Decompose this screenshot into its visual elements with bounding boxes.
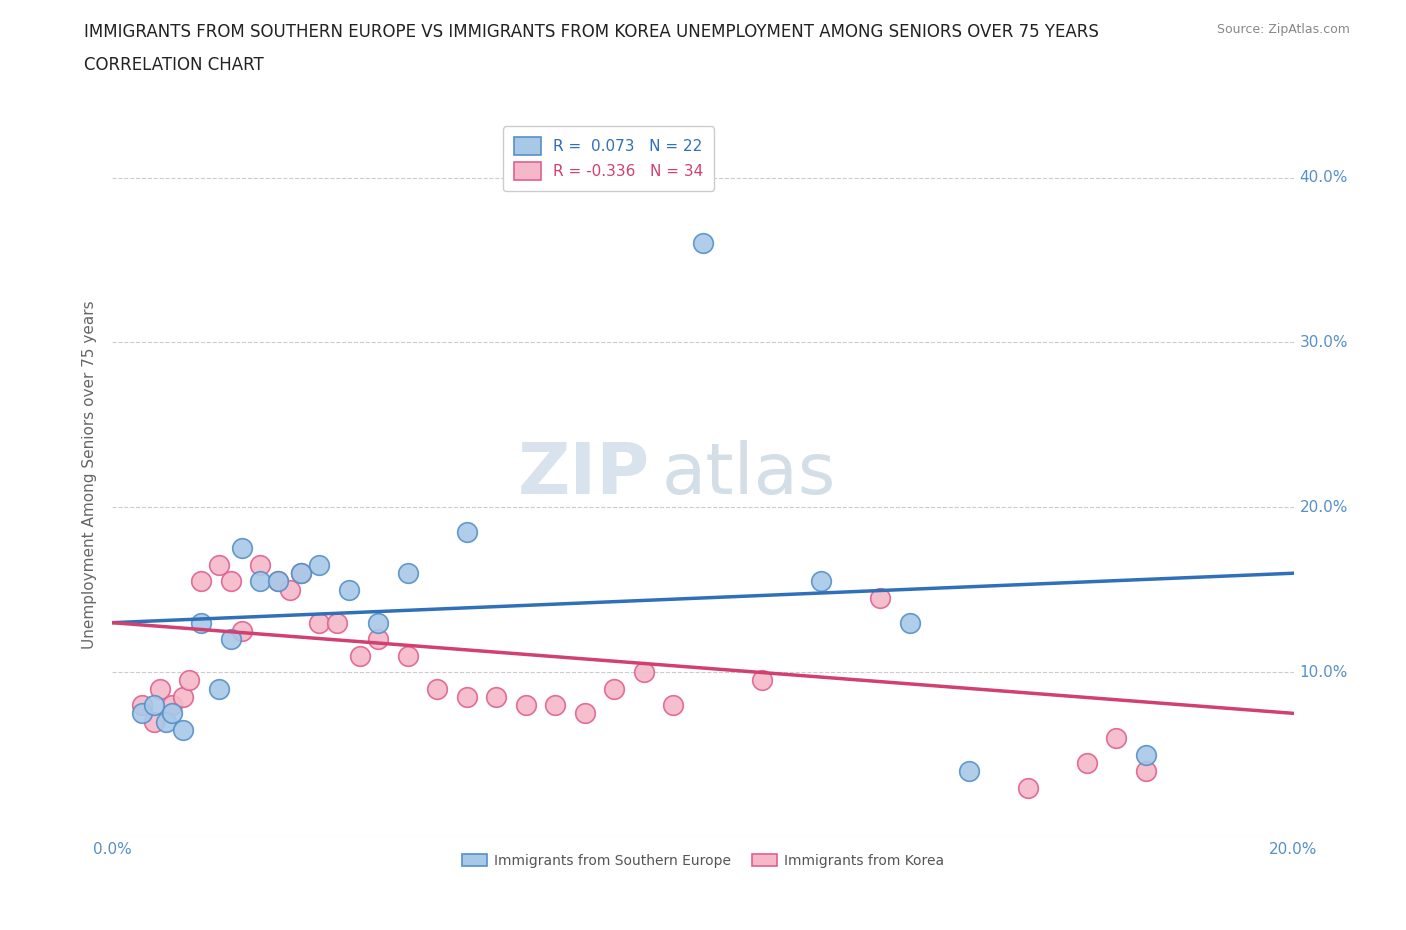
Y-axis label: Unemployment Among Seniors over 75 years: Unemployment Among Seniors over 75 years (82, 300, 97, 648)
Point (633, 665, 655, 680)
Point (898, 616, 921, 631)
Point (290, 565, 312, 580)
Point (190, 574, 212, 589)
Point (603, 681, 626, 696)
Point (810, 574, 832, 589)
Point (662, 698, 685, 712)
Point (396, 648, 419, 663)
Point (208, 557, 231, 572)
Point (267, 574, 290, 589)
Point (515, 698, 537, 712)
Point (396, 565, 419, 580)
Point (869, 591, 891, 605)
Point (172, 723, 194, 737)
Point (249, 557, 271, 572)
Point (160, 698, 183, 712)
Point (456, 525, 478, 539)
Point (957, 764, 980, 778)
Point (131, 698, 153, 712)
Point (219, 574, 242, 589)
Point (544, 698, 567, 712)
Point (142, 714, 165, 729)
Point (308, 616, 330, 631)
Point (172, 689, 194, 704)
Point (249, 574, 271, 589)
Point (751, 673, 773, 688)
Text: 20.0%: 20.0% (1299, 499, 1348, 515)
Point (349, 648, 371, 663)
Text: 30.0%: 30.0% (1299, 335, 1348, 350)
Point (131, 706, 153, 721)
Text: CORRELATION CHART: CORRELATION CHART (84, 56, 264, 73)
Text: atlas: atlas (662, 440, 837, 509)
Point (219, 631, 242, 646)
Text: Source: ZipAtlas.com: Source: ZipAtlas.com (1216, 23, 1350, 36)
Point (1135, 764, 1157, 778)
Point (149, 681, 172, 696)
Point (456, 689, 478, 704)
Text: 40.0%: 40.0% (1299, 170, 1348, 185)
Point (692, 236, 714, 251)
Text: 10.0%: 10.0% (1299, 665, 1348, 680)
Point (155, 714, 177, 729)
Point (308, 557, 330, 572)
Point (574, 706, 596, 721)
Text: ZIP: ZIP (517, 440, 650, 509)
Point (179, 673, 201, 688)
Point (1017, 780, 1039, 795)
Point (367, 631, 389, 646)
Point (426, 681, 449, 696)
Point (208, 681, 231, 696)
Point (190, 616, 212, 631)
Point (337, 582, 360, 597)
Point (142, 698, 165, 712)
Point (326, 616, 349, 631)
Point (485, 689, 508, 704)
Point (160, 706, 183, 721)
Point (267, 574, 290, 589)
Point (1076, 755, 1098, 770)
Text: IMMIGRANTS FROM SOUTHERN EUROPE VS IMMIGRANTS FROM KOREA UNEMPLOYMENT AMONG SENI: IMMIGRANTS FROM SOUTHERN EUROPE VS IMMIG… (84, 23, 1099, 41)
Point (1105, 731, 1128, 746)
Point (231, 541, 253, 556)
Point (290, 565, 312, 580)
Point (367, 616, 389, 631)
Point (231, 623, 253, 638)
Point (1135, 747, 1157, 762)
Point (278, 582, 301, 597)
Legend: Immigrants from Southern Europe, Immigrants from Korea: Immigrants from Southern Europe, Immigra… (457, 848, 949, 873)
